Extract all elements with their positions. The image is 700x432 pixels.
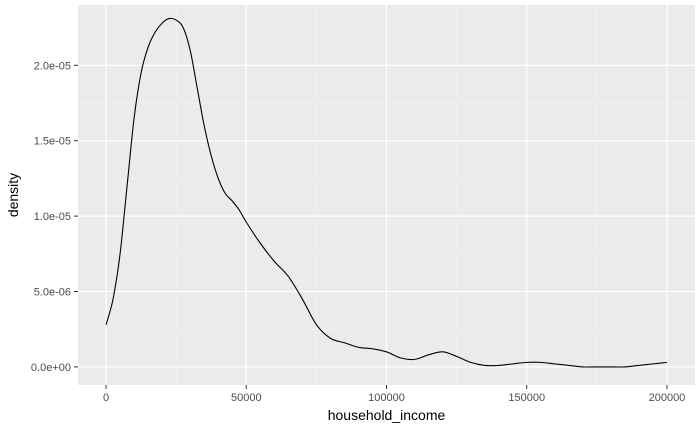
y-tick-label: 0.0e+00 bbox=[31, 362, 71, 374]
y-tick-label: 2.0e-05 bbox=[34, 60, 71, 72]
x-tick-label: 50000 bbox=[231, 392, 262, 404]
y-tick-label: 1.5e-05 bbox=[34, 136, 71, 148]
x-tick-label: 200000 bbox=[649, 392, 686, 404]
x-tick-label: 0 bbox=[103, 392, 109, 404]
x-tick-label: 150000 bbox=[508, 392, 545, 404]
y-axis: 0.0e+00 5.0e-06 1.0e-05 1.5e-05 2.0e-05 bbox=[31, 60, 78, 374]
y-tick-label: 5.0e-06 bbox=[34, 287, 71, 299]
y-tick-label: 1.0e-05 bbox=[34, 211, 71, 223]
x-axis: 0 50000 100000 150000 200000 bbox=[103, 385, 685, 404]
y-axis-title: density bbox=[5, 173, 21, 217]
x-axis-title: household_income bbox=[328, 407, 446, 423]
x-tick-label: 100000 bbox=[368, 392, 405, 404]
